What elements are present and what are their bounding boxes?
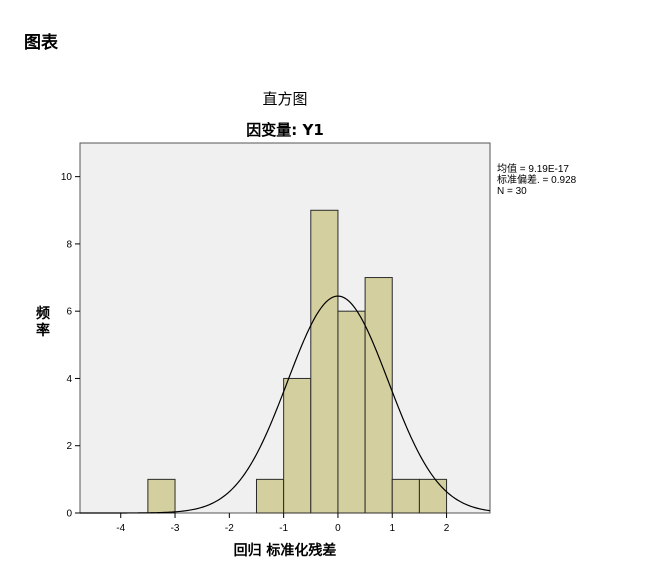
stats-sd: 标准偏差. = 0.928 — [497, 175, 577, 186]
stats-mean: 均值 = 9.19E-17 — [497, 164, 569, 175]
histogram-bar — [147, 478, 176, 514]
y-tick-label: 10 — [61, 172, 73, 183]
histogram-bar — [337, 310, 366, 514]
y-tick-label: 8 — [66, 239, 72, 250]
x-tick-label: -3 — [171, 523, 180, 534]
y-axis-label: 频率 — [36, 306, 50, 339]
x-tick-label: -4 — [116, 523, 125, 534]
x-tick-label: -1 — [279, 523, 288, 534]
y-tick-label: 2 — [66, 441, 72, 452]
x-tick-label: 0 — [335, 523, 341, 534]
histogram-bar — [310, 209, 339, 514]
chart-subtitle: 因变量: Y1 — [246, 121, 324, 139]
histogram-bar — [418, 478, 448, 514]
y-tick-label: 6 — [66, 307, 72, 318]
x-tick-label: -2 — [225, 523, 234, 534]
histogram-bar — [391, 478, 420, 514]
normal-curve — [80, 295, 491, 514]
histogram-bar — [255, 478, 285, 514]
stats-n: N = 30 — [497, 186, 527, 197]
x-axis-label: 回归 标准化残差 — [233, 543, 337, 559]
y-tick-label: 0 — [66, 509, 72, 520]
stats-box: 均值 = 9.19E-17 标准偏差. = 0.928 N = 30 — [497, 164, 576, 197]
chart-title: 直方图 — [262, 90, 308, 108]
histogram-bar — [283, 377, 312, 514]
x-tick-label: 1 — [389, 523, 395, 534]
y-tick-label: 4 — [66, 374, 72, 385]
histogram-bar — [364, 277, 393, 514]
x-tick-label: 2 — [444, 523, 450, 534]
section-heading: 图表 — [24, 33, 58, 53]
